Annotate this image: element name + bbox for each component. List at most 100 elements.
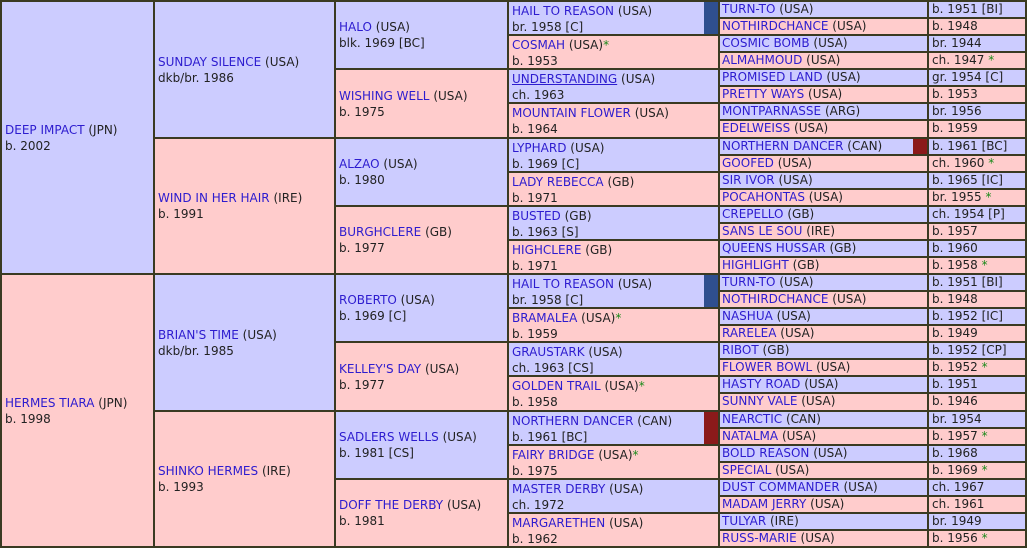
horse-name-link[interactable]: MONTPARNASSE [722,104,822,118]
horse-name-link[interactable]: RIBOT [722,343,759,357]
horse-detail: b. 1957 [932,224,978,238]
horse-name-link[interactable]: WISHING WELL [339,88,430,103]
horse-name-link[interactable]: HALO [339,20,372,34]
horse-cell-g4: NORTHERN DANCER (CAN) b. 1961 [BC] [509,412,718,444]
horse-name-link[interactable]: PROMISED LAND [722,70,823,84]
horse-cell-g4: HAIL TO REASON (USA) br. 1958 [C] [509,275,718,307]
horse-name-link[interactable]: NORTHERN DANCER [512,414,634,428]
horse-name-link[interactable]: DUST COMMANDER [722,480,840,494]
horse-name-link[interactable]: MARGARETHEN [512,516,606,530]
horse-name-link[interactable]: UNDERSTANDING [512,72,618,86]
horse-name-link[interactable]: SUNNY VALE [722,394,798,408]
horse-detail-cell: b. 1952 * [929,360,1025,375]
horse-detail: b. 1965 [IC] [932,173,1003,187]
horse-name-link[interactable]: NASHUA [722,309,773,323]
horse-cell-g5: PROMISED LAND (USA) [720,70,927,85]
horse-detail: br. 1958 [C] [512,293,584,307]
horse-name-link[interactable]: COSMAH [512,38,566,52]
horse-name-link[interactable]: FAIRY BRIDGE [512,448,595,462]
horse-detail: b. 1951 [BI] [932,2,1003,16]
horse-name-link[interactable]: NORTHERN DANCER [722,139,844,153]
horse-name-line: MASTER DERBY (USA) [512,481,718,497]
horse-name-link[interactable]: HAIL TO REASON [512,4,615,18]
horse-name-link[interactable]: EDELWEISS [722,121,791,135]
horse-name-line: BRAMALEA (USA)* [512,310,718,326]
horse-name-link[interactable]: ROBERTO [339,293,397,307]
horse-name-link[interactable]: SIR IVOR [722,173,775,187]
horse-country: (IRE) [769,514,799,528]
horse-detail: b. 1958 [512,395,558,409]
horse-cell-g1: DEEP IMPACT (JPN) b. 2002 [2,2,153,273]
star-mark: * [615,311,622,325]
horse-name-link[interactable]: MASTER DERBY [512,482,606,496]
horse-detail: b. 1962 [512,532,558,546]
horse-name-link[interactable]: NEARCTIC [722,412,783,426]
horse-name-link[interactable]: NOTHIRDCHANCE [722,19,829,33]
horse-name-link[interactable]: BURGHCLERE [339,225,422,239]
horse-name-link[interactable]: LADY REBECCA [512,175,604,189]
horse-country: (ARG) [824,104,861,118]
horse-name-link[interactable]: MADAM JERRY [722,497,807,511]
horse-name-link[interactable]: HERMES TIARA [5,395,95,410]
horse-name-link[interactable]: TURN-TO [722,2,776,16]
horse-name-link[interactable]: SADLERS WELLS [339,430,439,444]
horse-name-link[interactable]: WIND IN HER HAIR [158,191,270,205]
horse-name-link[interactable]: TULYAR [722,514,767,528]
horse-name-link[interactable]: SPECIAL [722,463,772,477]
horse-detail-cell: br. 1954 [929,412,1025,427]
horse-name-link[interactable]: RUSS-MARIE [722,531,797,545]
horse-cell-g5: COSMIC BOMB (USA) [720,36,927,51]
horse-name-link[interactable]: HASTY ROAD [722,377,801,391]
horse-name-link[interactable]: PRETTY WAYS [722,87,805,101]
horse-name-link[interactable]: CREPELLO [722,207,784,221]
horse-name-link[interactable]: SUNDAY SILENCE [158,54,262,69]
horse-detail: dkb/br. 1986 [158,70,234,85]
horse-name-link[interactable]: FLOWER BOWL [722,360,813,374]
horse-name-link[interactable]: GOOFED [722,156,774,170]
horse-name-link[interactable]: ALMAHMOUD [722,53,803,67]
horse-name-link[interactable]: ALZAO [339,157,380,171]
horse-name-link[interactable]: BRIAN'S TIME [158,327,239,342]
horse-name-link[interactable]: NATALMA [722,429,779,443]
horse-detail: br. 1954 [932,412,982,426]
horse-name-link[interactable]: TURN-TO [722,275,776,289]
horse-name-link[interactable]: DOFF THE DERBY [339,498,444,512]
horse-name-link[interactable]: BUSTED [512,209,561,223]
horse-country: (USA) [779,275,814,289]
horse-name-link[interactable]: BOLD REASON [722,446,810,460]
horse-cell-g4: UNDERSTANDING (USA) ch. 1963 [509,70,718,102]
horse-name-link[interactable]: KELLEY'S DAY [339,361,422,376]
horse-name-link[interactable]: HAIL TO REASON [512,277,615,291]
horse-name-link[interactable]: GRAUSTARK [512,345,585,359]
horse-name-link[interactable]: NOTHIRDCHANCE [722,292,829,306]
horse-name-link[interactable]: SANS LE SOU [722,224,803,238]
horse-name-link[interactable]: COSMIC BOMB [722,36,810,50]
horse-name-link[interactable]: RARELEA [722,326,777,340]
horse-name-link[interactable]: LYPHARD [512,141,567,155]
horse-name-link[interactable]: GOLDEN TRAIL [512,379,601,393]
horse-cell-g5: CREPELLO (GB) [720,207,927,222]
horse-country: (USA) [778,173,813,187]
horse-name-link[interactable]: MOUNTAIN FLOWER [512,106,631,120]
horse-name-link[interactable]: HIGHLIGHT [722,258,789,272]
horse-cell-g5: GOOFED (USA) [720,156,927,171]
horse-name-line: BURGHCLERE (GB) [339,224,507,240]
horse-name-link[interactable]: POCAHONTAS [722,190,805,204]
horse-country: (GB) [829,241,857,255]
horse-detail: b. 1948 [932,19,978,33]
inbreeding-marker [704,412,718,444]
horse-country: (USA) [442,430,477,444]
horse-name-link[interactable]: BRAMALEA [512,311,578,325]
horse-name-line: MARGARETHEN (USA) [512,515,718,531]
horse-country: (GB) [564,209,592,223]
horse-name-link[interactable]: QUEENS HUSSAR [722,241,826,255]
horse-cell-g4: GRAUSTARK (USA) ch. 1963 [CS] [509,343,718,375]
horse-detail-cell: b. 1968 [929,446,1025,461]
horse-country: (GB) [585,243,613,257]
horse-detail: b. 1952 [932,360,978,374]
horse-name-link[interactable]: DEEP IMPACT [5,122,85,137]
horse-name-link[interactable]: SHINKO HERMES [158,464,259,478]
horse-cell-g4: LADY REBECCA (GB) b. 1971 [509,173,718,205]
horse-name-link[interactable]: HIGHCLERE [512,243,582,257]
